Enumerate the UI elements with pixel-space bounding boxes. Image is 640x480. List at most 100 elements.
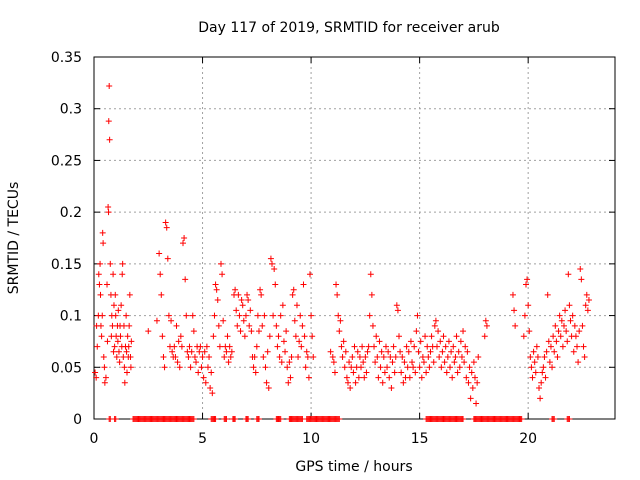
data-point <box>364 348 371 355</box>
x-axis-label: GPS time / hours <box>295 459 412 475</box>
data-point <box>161 364 168 371</box>
data-point <box>99 312 106 319</box>
data-point <box>224 333 231 340</box>
data-point <box>190 416 197 422</box>
data-point <box>579 322 586 329</box>
data-point <box>211 312 218 319</box>
data-point <box>385 348 392 355</box>
data-point <box>127 353 134 360</box>
data-point <box>112 312 119 319</box>
data-point <box>327 348 334 355</box>
data-point <box>372 359 379 366</box>
data-point <box>420 359 427 366</box>
data-point <box>100 240 107 247</box>
data-point <box>198 364 205 371</box>
data-point <box>572 333 579 340</box>
data-point <box>297 312 304 319</box>
data-point <box>280 338 287 345</box>
data-point <box>555 328 562 335</box>
data-point <box>101 379 108 386</box>
data-point <box>530 348 537 355</box>
data-point <box>214 297 221 304</box>
data-point <box>423 369 430 376</box>
data-point <box>348 364 355 371</box>
data-point <box>248 328 255 335</box>
data-point <box>212 281 219 288</box>
data-point <box>98 333 105 340</box>
y-tick-label: 0.05 <box>51 360 82 376</box>
data-point <box>303 348 310 355</box>
y-tick-label: 0.25 <box>51 153 82 169</box>
data-point <box>282 348 289 355</box>
data-point <box>255 416 262 422</box>
data-point <box>354 348 361 355</box>
data-point <box>94 343 101 350</box>
data-point <box>362 353 369 360</box>
data-point <box>575 359 582 366</box>
y-tick-label: 0.3 <box>60 102 82 118</box>
data-point <box>355 374 362 381</box>
data-point <box>334 291 341 298</box>
data-point <box>456 364 463 371</box>
data-point <box>238 297 245 304</box>
data-point <box>168 317 175 324</box>
data-point <box>403 343 410 350</box>
data-point <box>254 312 261 319</box>
data-point <box>439 348 446 355</box>
data-point <box>253 343 260 350</box>
data-point <box>181 235 188 241</box>
data-point <box>96 281 103 288</box>
data-point <box>406 374 413 381</box>
data-point <box>554 353 561 360</box>
data-point <box>331 369 338 376</box>
data-point <box>110 302 117 309</box>
data-point <box>223 348 230 355</box>
data-point <box>226 343 233 350</box>
data-point <box>520 333 527 340</box>
data-point <box>437 338 444 345</box>
data-point <box>127 364 134 371</box>
data-point <box>349 353 356 360</box>
data-point <box>114 338 121 345</box>
x-tick-label: 20 <box>519 431 537 447</box>
data-point <box>120 322 127 329</box>
data-point <box>145 328 152 335</box>
data-point <box>431 322 438 329</box>
data-point <box>169 348 176 355</box>
data-point <box>424 343 431 350</box>
data-point <box>97 260 104 267</box>
data-point <box>104 281 111 288</box>
data-point <box>112 416 119 422</box>
data-point <box>203 343 210 350</box>
data-point <box>532 369 539 376</box>
data-point <box>544 291 551 298</box>
data-point <box>541 353 548 360</box>
data-point <box>277 312 284 319</box>
data-point <box>336 328 343 335</box>
data-point <box>309 333 316 340</box>
data-point <box>533 343 540 350</box>
data-point <box>351 343 358 350</box>
data-point <box>538 379 545 386</box>
data-point <box>200 374 207 381</box>
data-point <box>333 281 340 288</box>
data-point <box>425 353 432 360</box>
data-point <box>567 317 574 324</box>
data-point <box>398 369 405 376</box>
plot-frame <box>93 56 616 420</box>
data-point <box>202 379 209 386</box>
data-point <box>159 333 166 340</box>
data-point <box>418 374 425 381</box>
data-point <box>178 343 185 350</box>
x-tick-label: 0 <box>90 431 99 447</box>
data-point <box>428 333 435 340</box>
data-point <box>436 353 443 360</box>
data-point <box>287 374 294 381</box>
data-point <box>371 343 378 350</box>
data-point <box>220 317 227 324</box>
data-point <box>435 328 442 335</box>
data-point <box>547 343 554 350</box>
data-point <box>95 271 102 278</box>
data-point <box>569 312 576 319</box>
